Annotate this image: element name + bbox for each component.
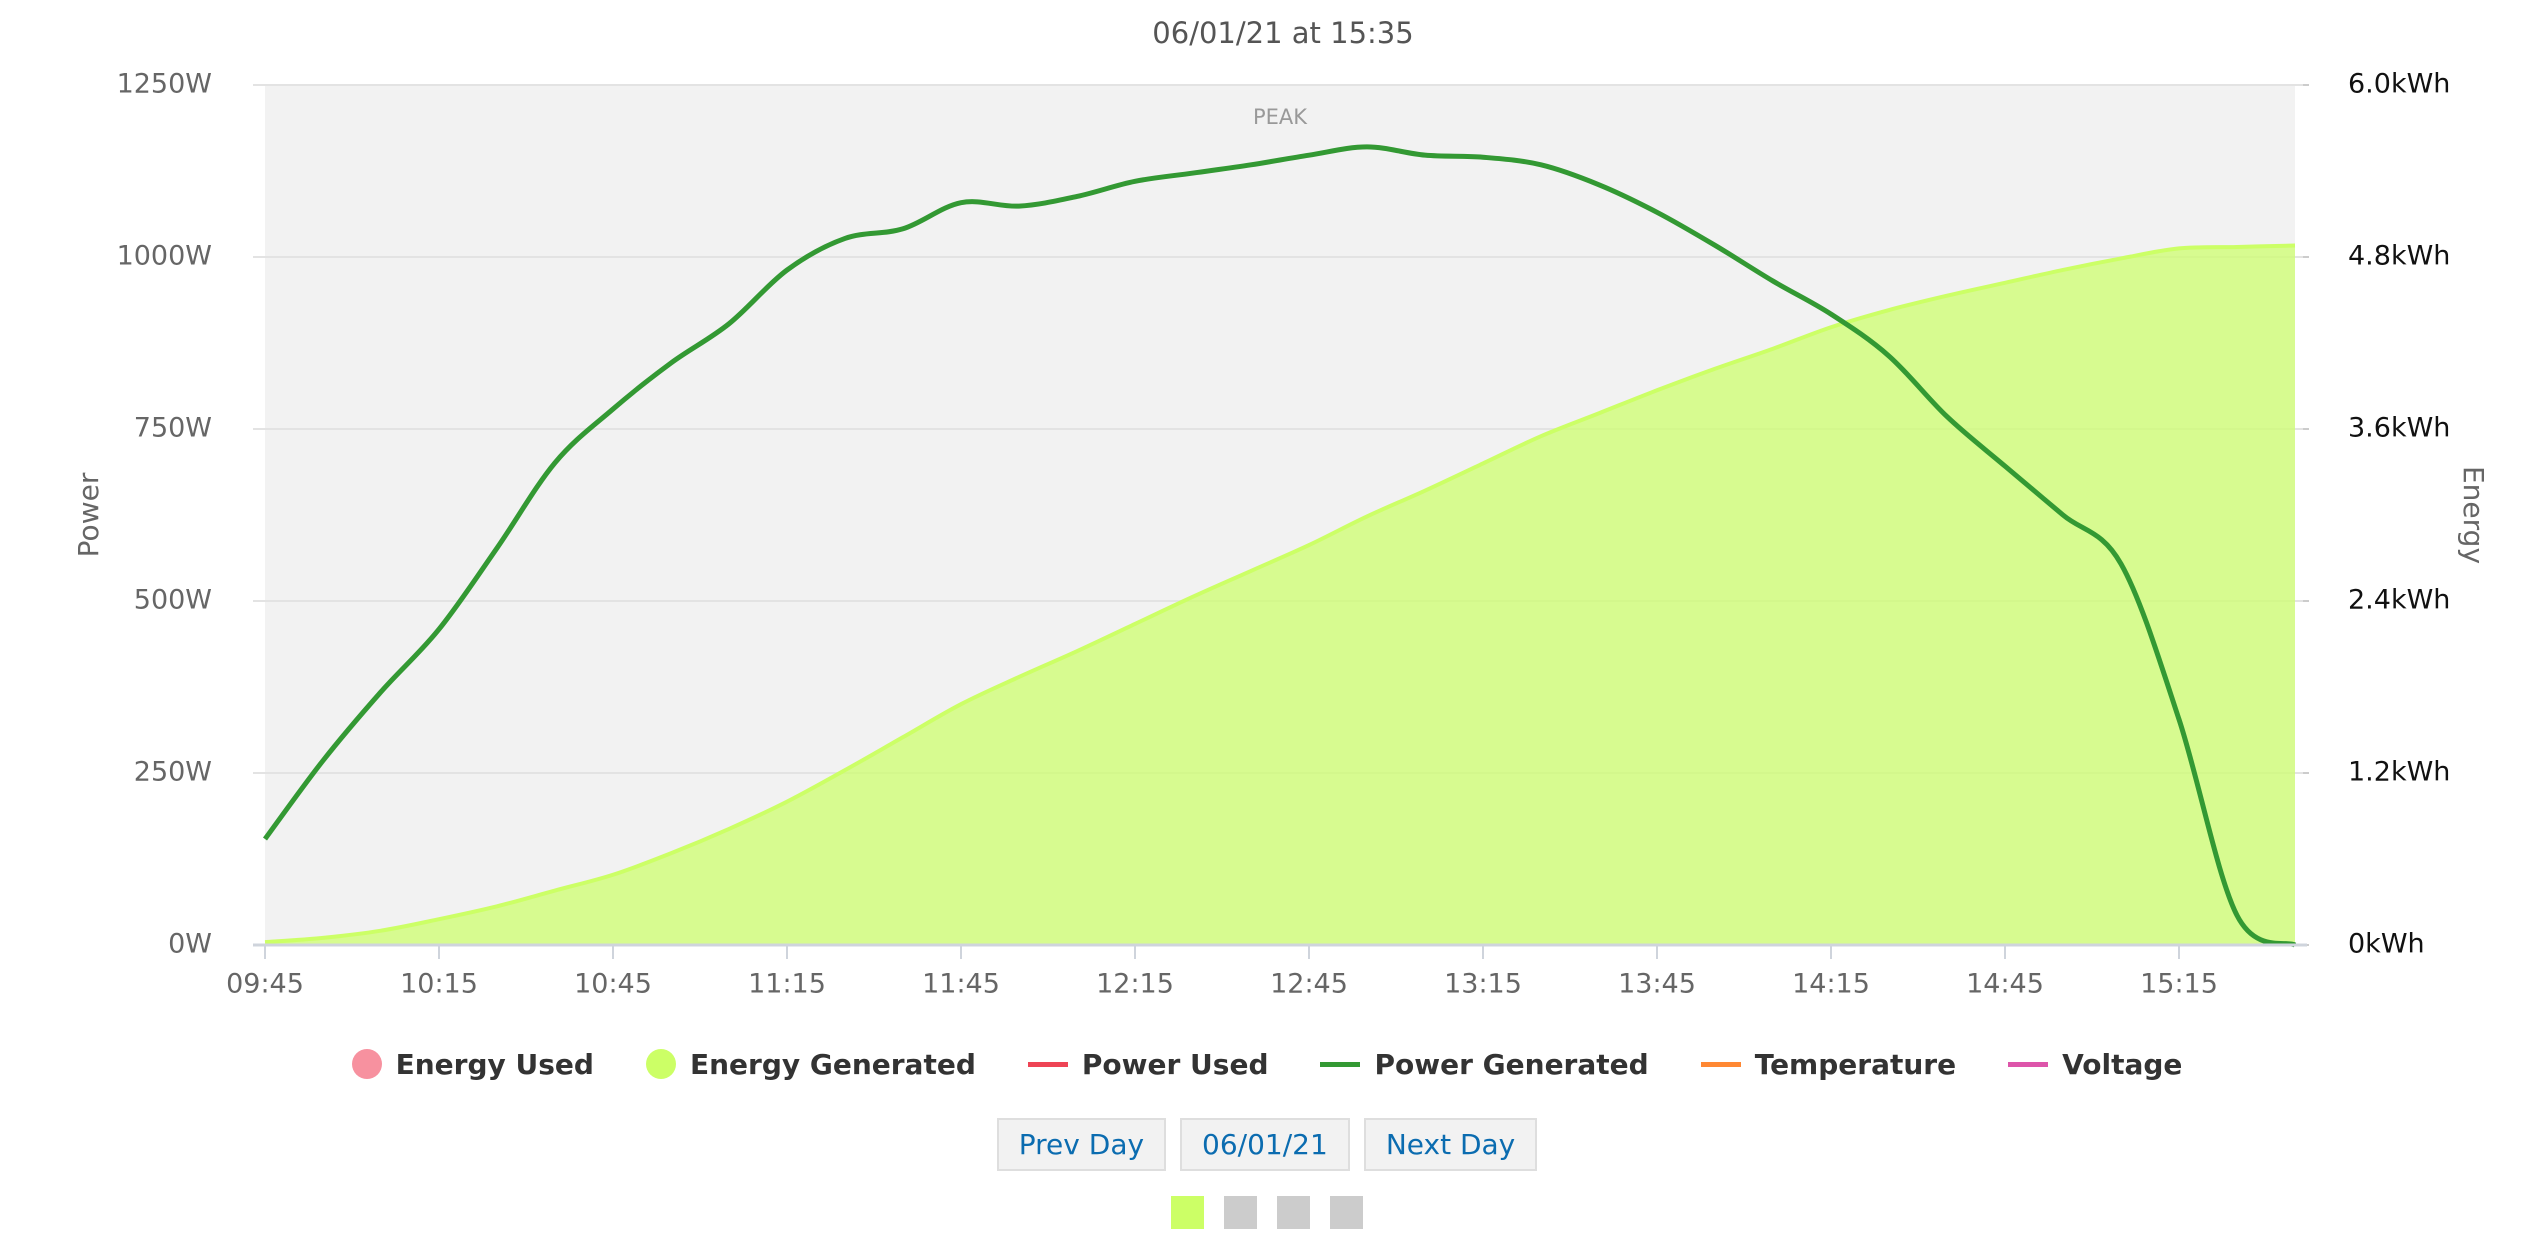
legend-item[interactable]: Energy Used [351, 1047, 594, 1081]
y-tick-label: 1000W [117, 241, 212, 272]
legend-marker [1320, 1061, 1361, 1067]
page-dot[interactable] [1330, 1196, 1363, 1229]
legend: Energy Used Energy Generated Power Used Pow… [0, 1040, 2534, 1088]
legend-label: Energy Generated [689, 1047, 976, 1081]
page-dot[interactable] [1224, 1196, 1257, 1229]
legend-item[interactable]: Temperature [1700, 1047, 1957, 1081]
legend-marker [1027, 1061, 1068, 1067]
date-button[interactable]: 06/01/21 [1180, 1118, 1350, 1171]
energy-area [265, 245, 2295, 946]
y2-tick-label: 0kWh [2348, 929, 2425, 960]
power-line [262, 144, 2297, 948]
day-controls: Prev Day 06/01/21 Next Day [0, 1118, 2534, 1171]
y-tick-label: 500W [134, 585, 212, 616]
y-tick-label: 0W [168, 929, 212, 960]
legend-marker [645, 1049, 676, 1079]
y2-axis-label: Energy [2457, 466, 2490, 564]
x-tick-label: 10:45 [574, 969, 652, 1000]
pager [0, 1196, 2534, 1229]
y2-tick-label: 3.6kWh [2348, 413, 2450, 444]
x-tick-label: 13:45 [1618, 969, 1696, 1000]
legend-label: Temperature [1754, 1047, 1957, 1081]
x-tick-label: 15:15 [2140, 969, 2218, 1000]
page-dot[interactable] [1277, 1196, 1310, 1229]
y-tick-label: 750W [134, 413, 212, 444]
axes: 0W 250W 500W 750W 1000W 1250W 0kWh 1.2kWh 2.4kWh… [117, 69, 2451, 1000]
annotation: PEAK [1253, 105, 1308, 129]
chart: 06/01/21 at 15:35 PEAK Power Energy 0W 25… [72, 16, 2490, 1000]
energy-line [264, 243, 2296, 945]
y2-tick-label: 4.8kWh [2348, 241, 2450, 272]
y2-tick-label: 1.2kWh [2348, 757, 2450, 788]
prev-day-button[interactable]: Prev Day [996, 1118, 1167, 1171]
legend-item[interactable]: Power Used [1027, 1047, 1269, 1081]
legend-label: Voltage [2062, 1047, 2183, 1081]
chart-title: 06/01/21 at 15:35 [1152, 16, 1413, 50]
x-tick-label: 14:15 [1792, 969, 1870, 1000]
x-tick-label: 12:15 [1096, 969, 1174, 1000]
next-day-button[interactable]: Next Day [1363, 1118, 1538, 1171]
x-tick-label: 13:15 [1444, 969, 1522, 1000]
y-axis-label: Power [72, 472, 105, 557]
legend-label: Power Used [1081, 1047, 1269, 1081]
legend-item[interactable]: Energy Generated [645, 1047, 976, 1081]
legend-item[interactable]: Voltage [2008, 1048, 2182, 1081]
legend-marker [1700, 1061, 1741, 1067]
x-tick-label: 09:45 [226, 969, 304, 1000]
legend-label: Energy Used [395, 1047, 594, 1081]
y2-tick-label: 6.0kWh [2348, 69, 2450, 100]
x-tick-label: 11:15 [748, 969, 826, 1000]
y-tick-label: 250W [134, 757, 212, 788]
x-tick-label: 12:45 [1270, 969, 1348, 1000]
y2-tick-label: 2.4kWh [2348, 585, 2450, 616]
x-tick-label: 14:45 [1966, 969, 2044, 1000]
legend-marker [2008, 1061, 2049, 1067]
page-dot[interactable] [1171, 1196, 1204, 1229]
x-tick-label: 10:15 [400, 969, 478, 1000]
legend-label: Power Generated [1374, 1047, 1649, 1081]
legend-item[interactable]: Power Generated [1320, 1047, 1649, 1081]
y-tick-label: 1250W [117, 69, 212, 100]
series [262, 144, 2297, 948]
x-tick-label: 11:45 [922, 969, 1000, 1000]
legend-marker [351, 1049, 382, 1079]
